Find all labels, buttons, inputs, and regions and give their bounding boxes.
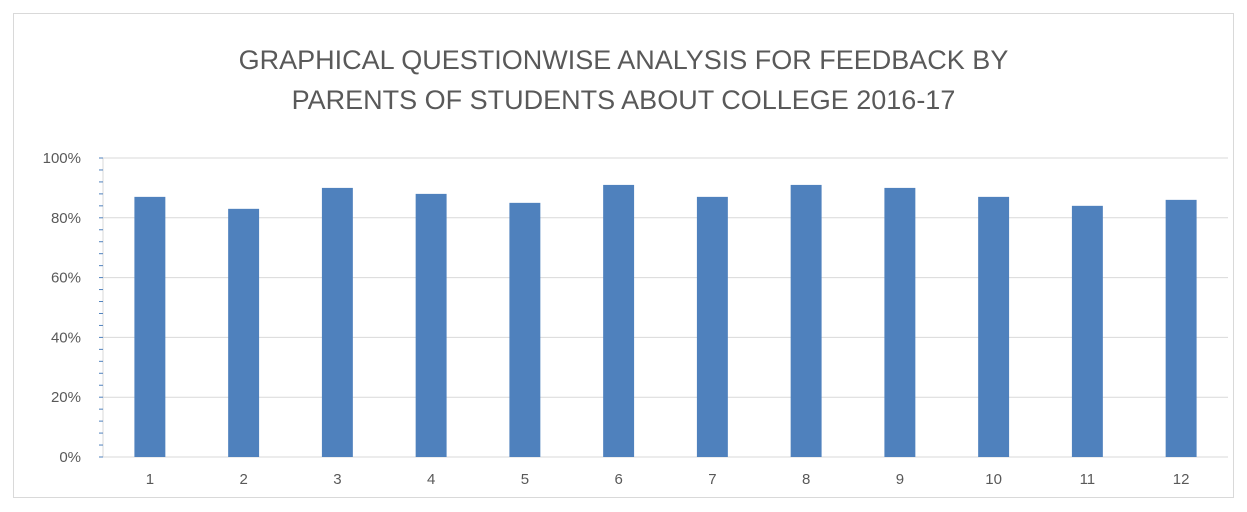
x-category-label: 9: [896, 471, 904, 488]
x-category-label: 5: [521, 471, 529, 488]
bar-q12: [1165, 199, 1197, 458]
y-tick-label: 80%: [51, 210, 81, 227]
bar-q7: [696, 196, 728, 457]
chart-title-line-2: PARENTS OF STUDENTS ABOUT COLLEGE 2016-1…: [291, 85, 956, 115]
y-tick-label: 20%: [51, 389, 81, 406]
x-category-label: 2: [239, 471, 247, 488]
x-category-label: 7: [708, 471, 716, 488]
y-tick-label: 0%: [59, 449, 81, 466]
bar-q6: [603, 184, 635, 457]
bar-q5: [509, 202, 541, 457]
bar-q2: [228, 208, 260, 457]
x-category-label: 11: [1080, 471, 1096, 488]
y-tick-label: 40%: [51, 329, 81, 346]
x-category-label: 4: [427, 471, 435, 488]
x-category-label: 12: [1173, 471, 1190, 488]
x-category-label: 6: [614, 471, 622, 488]
bar-q3: [321, 187, 353, 457]
x-category-label: 10: [985, 471, 1002, 488]
bar-q8: [790, 184, 822, 457]
x-category-label: 3: [333, 471, 341, 488]
bar-q1: [134, 196, 166, 457]
y-tick-label: 60%: [51, 270, 81, 287]
y-tick-label: 100%: [43, 150, 81, 167]
chart-title: GRAPHICAL QUESTIONWISE ANALYSIS FOR FEED…: [0, 40, 1247, 120]
x-category-label: 8: [802, 471, 810, 488]
bar-q4: [415, 193, 447, 457]
chart-title-line-1: GRAPHICAL QUESTIONWISE ANALYSIS FOR FEED…: [238, 45, 1009, 75]
bar-q9: [884, 187, 916, 457]
bar-q10: [978, 196, 1010, 457]
x-category-label: 1: [146, 471, 154, 488]
bar-q11: [1071, 205, 1103, 457]
